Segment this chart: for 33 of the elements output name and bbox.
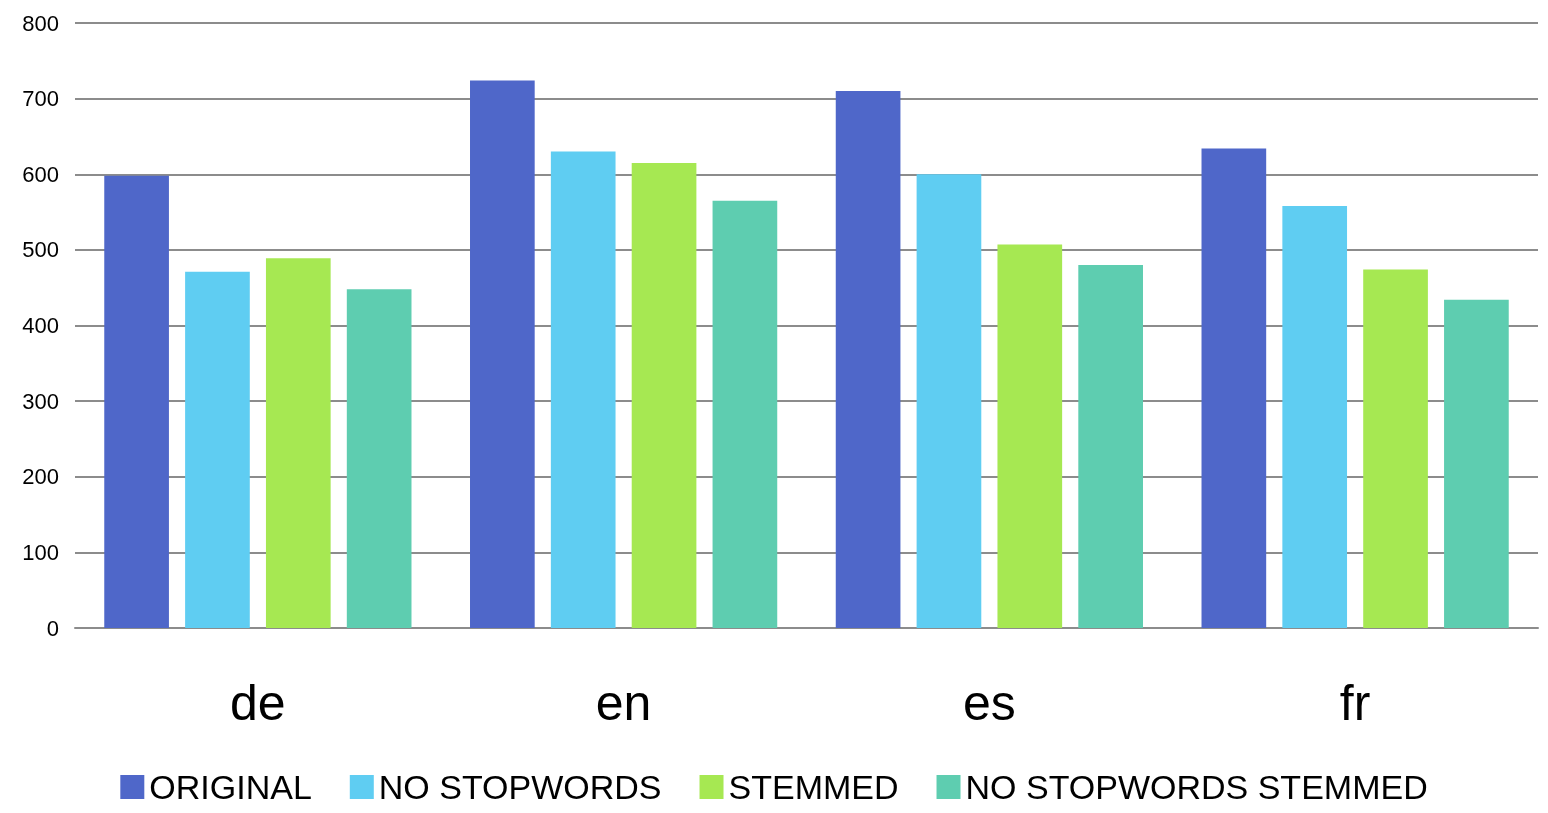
bar xyxy=(346,289,412,628)
bar xyxy=(185,271,250,628)
y-tick-label: 500 xyxy=(22,237,59,263)
y-tick-label: 0 xyxy=(46,615,59,641)
bar xyxy=(1078,265,1143,628)
bar xyxy=(712,200,778,628)
bar xyxy=(631,162,697,628)
y-tick-label: 800 xyxy=(22,10,59,36)
y-tick-label: 400 xyxy=(22,313,59,338)
legend-label: NO STOPWORDS xyxy=(378,768,662,806)
x-tick-label: de xyxy=(230,675,286,731)
y-tick-label: 300 xyxy=(22,388,59,414)
bar xyxy=(916,174,982,628)
y-tick-label: 700 xyxy=(22,86,59,112)
bar xyxy=(104,175,169,628)
bar xyxy=(470,80,535,628)
bar xyxy=(265,258,331,628)
legend-label: STEMMED xyxy=(728,768,899,806)
legend-label: NO STOPWORDS STEMMED xyxy=(965,768,1428,806)
y-tick-label: 200 xyxy=(22,464,59,490)
legend-label: ORIGINAL xyxy=(149,768,312,806)
bar xyxy=(550,151,616,628)
bar xyxy=(1444,299,1509,628)
x-tick-label: fr xyxy=(1339,675,1371,731)
bar xyxy=(1363,269,1428,628)
bar xyxy=(1282,206,1348,628)
x-tick-label: es xyxy=(962,675,1016,731)
bar xyxy=(1201,148,1267,628)
y-tick-label: 600 xyxy=(22,161,59,187)
y-tick-label: 100 xyxy=(22,539,59,565)
bar xyxy=(997,244,1063,628)
x-tick-label: en xyxy=(595,675,652,731)
bar xyxy=(835,91,901,628)
